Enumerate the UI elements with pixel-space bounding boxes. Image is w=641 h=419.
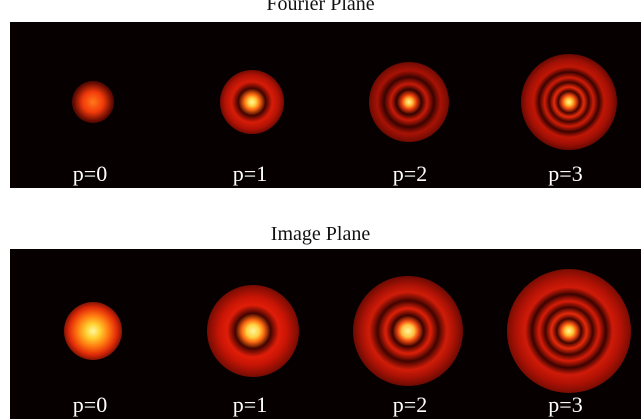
beam-spot [220, 70, 284, 134]
panel-label: p=1 [232, 161, 268, 186]
fourier-panel-p1: p=1 [170, 22, 330, 188]
panel-label: p=2 [392, 392, 428, 417]
panel-label: p=1 [232, 392, 268, 417]
image-panel-p1: p=1 [170, 249, 330, 419]
fourier-plane-strip: p=0 p=1 p=2 p=3 [10, 22, 641, 188]
beam-spot [207, 285, 299, 377]
panel-label: p=3 [548, 161, 583, 186]
panel-label: p=2 [392, 161, 428, 186]
beam-spot [353, 276, 463, 386]
fourier-panel-p2: p=2 [330, 22, 490, 188]
beam-spot [64, 302, 122, 360]
image-panel-p0: p=0 [10, 249, 170, 419]
fourier-panel-p3: p=3 [490, 22, 641, 188]
panel-label: p=0 [72, 392, 108, 417]
fourier-panel-p0: p=0 [10, 22, 170, 188]
image-panel-p2: p=2 [330, 249, 490, 419]
image-plane-title: Image Plane [270, 223, 371, 245]
panel-label: p=0 [72, 161, 108, 186]
image-panel-p3: p=3 [490, 249, 641, 419]
fourier-plane-title: Fourier Plane [266, 0, 375, 15]
beam-spot [369, 62, 449, 142]
beam-spot [507, 269, 631, 393]
beam-spot [521, 54, 617, 150]
image-plane-strip: p=0 p=1 p=2 p=3 [10, 249, 641, 419]
beam-spot [72, 81, 114, 123]
panel-label: p=3 [548, 392, 583, 417]
